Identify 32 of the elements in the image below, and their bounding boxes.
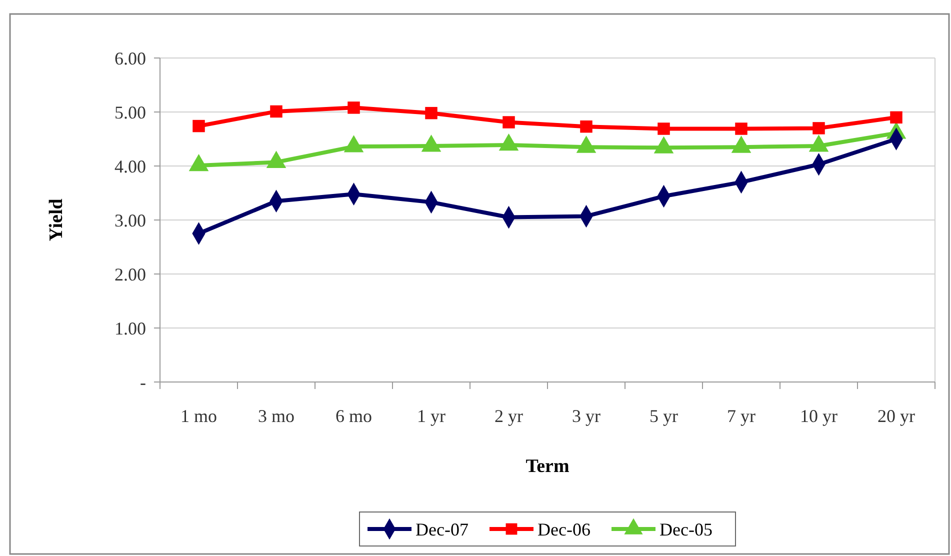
point [502,116,515,128]
x-tick-label: 20 yr [878,406,915,426]
x-tick-label: 1 mo [180,406,218,426]
x-tick-label: 2 yr [494,406,523,426]
y-tick-label: 6.00 [114,48,146,68]
y-tick-label: 3.00 [114,210,146,230]
point [735,122,748,135]
x-tick-label: 10 yr [800,406,838,426]
legend-label: Dec-05 [660,519,712,540]
x-tick-label: 6 mo [335,406,372,426]
point [192,120,205,132]
x-tick-label: 7 yr [727,406,756,426]
x-tick-label: 5 yr [650,406,678,426]
legend-label: Dec-07 [416,519,468,540]
x-tick-label: 3 yr [572,406,600,426]
y-tick-label: - [140,372,146,392]
y-tick-label: 5.00 [114,102,146,122]
x-tick-label: 3 mo [258,406,295,426]
x-tick-label: 1 yr [417,406,446,426]
point [890,111,902,124]
point [270,105,282,118]
point [812,122,825,134]
legend-label: Dec-06 [538,519,590,540]
point [658,122,670,135]
y-axis-title: Yield [46,198,67,242]
point [348,102,360,114]
y-tick-label: 1.00 [114,318,146,338]
y-tick-label: 4.00 [114,156,146,176]
x-axis-title: Term [526,456,570,477]
point [580,120,592,133]
y-tick-label: 2.00 [114,264,146,284]
point [425,106,438,120]
